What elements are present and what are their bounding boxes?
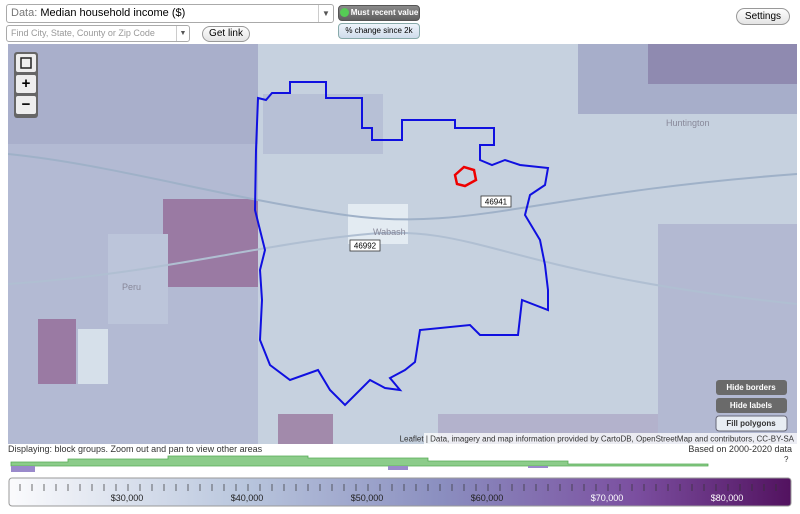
zoom-control: + − xyxy=(14,52,38,118)
hide-labels-button[interactable]: Hide labels xyxy=(730,401,773,410)
scale-label: $70,000 xyxy=(591,493,624,503)
map: + − 46992 46941 Wabash Peru Huntington H… xyxy=(8,44,797,444)
scale-label: $60,000 xyxy=(471,493,504,503)
place-label: Huntington xyxy=(666,118,710,128)
data-select[interactable]: Data: Median household income ($) ▼ xyxy=(6,4,334,23)
hide-borders-button[interactable]: Hide borders xyxy=(726,383,776,392)
most-recent-label: Must recent value xyxy=(350,8,419,17)
displaying-note: Displaying: block groups. Zoom out and p… xyxy=(8,444,263,454)
zip-label: 46941 xyxy=(485,198,508,207)
change-button[interactable]: % change since 2k xyxy=(338,23,420,39)
scale-label: $50,000 xyxy=(351,493,384,503)
zoom-in-label: + xyxy=(22,75,31,92)
fill-polygons-button[interactable]: Fill polygons xyxy=(726,419,776,428)
search-placeholder: Find City, State, County or Zip Code xyxy=(11,28,155,38)
scale-label: $40,000 xyxy=(231,493,264,503)
help[interactable]: ? xyxy=(784,455,789,464)
data-value: Median household income ($) xyxy=(40,7,186,19)
most-recent-button[interactable]: Must recent value xyxy=(338,5,420,21)
attribution: Leaflet | Data, imagery and map informat… xyxy=(400,435,795,444)
zoom-in-button[interactable] xyxy=(16,75,36,93)
map-buttons: Hide borders Hide labels Fill polygons xyxy=(715,380,788,432)
place-label: Peru xyxy=(122,282,141,292)
zoom-out-button[interactable] xyxy=(16,96,36,114)
scale-label: $80,000 xyxy=(711,493,744,503)
zoom-out-label: − xyxy=(22,96,31,113)
settings-button[interactable]: Settings xyxy=(736,8,790,25)
data-label: Data: xyxy=(11,7,38,19)
fullscreen-button[interactable] xyxy=(16,54,36,72)
legend: $30,000 $40,000 $50,000 $60,000 $70,000 $80,0… xyxy=(8,455,792,507)
search-box[interactable]: Find City, State, County or Zip Code ▼ xyxy=(6,25,190,42)
get-link[interactable]: Get link xyxy=(202,26,250,42)
zip-label: 46992 xyxy=(354,242,377,251)
place-label: Wabash xyxy=(373,227,406,237)
scale-label: $30,000 xyxy=(111,493,144,503)
based-on-note: Based on 2000-2020 data xyxy=(688,444,792,454)
